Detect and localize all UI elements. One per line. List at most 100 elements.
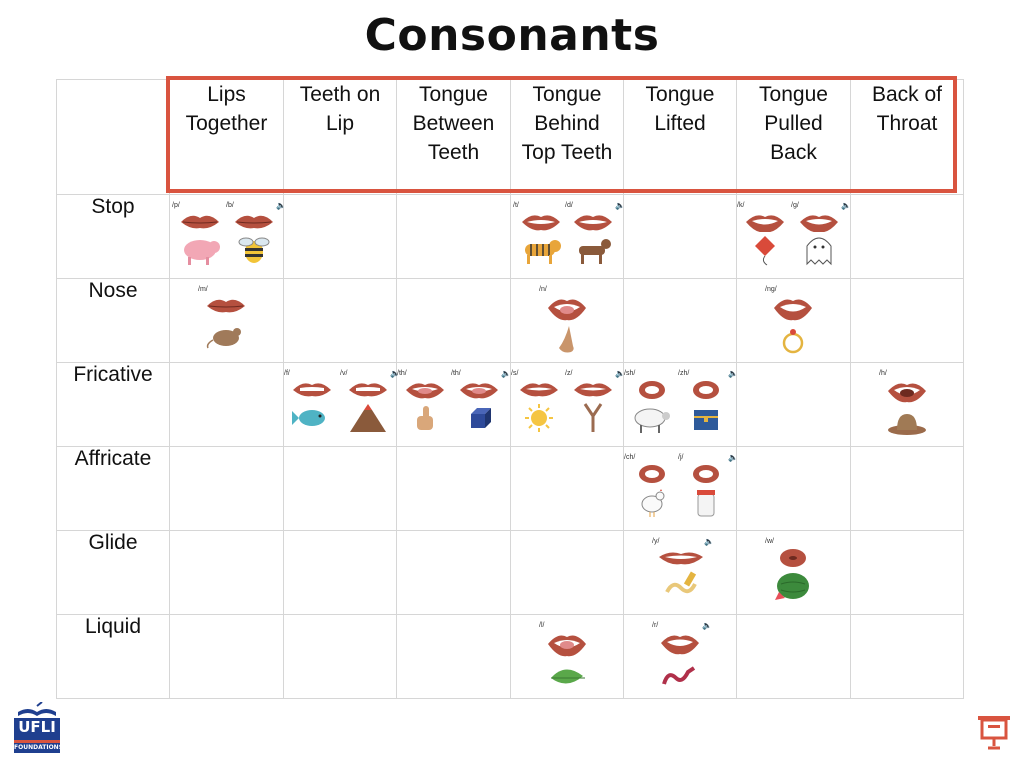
feather-icon	[471, 408, 491, 428]
phoneme-card[interactable]: /y/ 🔈	[652, 537, 714, 602]
phoneme-card[interactable]: /p/	[172, 202, 222, 266]
sheep-icon	[634, 408, 670, 433]
cell-stop-lifted	[623, 194, 737, 279]
cell-nose-throat	[850, 278, 964, 363]
presentation-icon[interactable]	[976, 712, 1012, 752]
open-lips-icon	[548, 635, 586, 657]
phoneme-card[interactable]: /k/	[737, 202, 787, 266]
tongue-between-teeth-icon	[406, 383, 444, 399]
fish-icon	[292, 410, 325, 426]
rounded-lips-icon	[693, 381, 719, 399]
phoneme-card[interactable]: /t/	[513, 202, 563, 266]
speaker-icon[interactable]: 🔈	[728, 453, 738, 462]
open-lips-icon	[774, 299, 812, 321]
book-icon	[14, 701, 60, 753]
wide-smile-lips-icon	[659, 552, 703, 565]
speaker-icon[interactable]: 🔈	[702, 621, 712, 630]
phoneme-card[interactable]: /m/	[198, 286, 248, 350]
phoneme-card[interactable]: /sh/	[624, 370, 674, 434]
cell-fric-teeth: /f/ /v/ 🔈	[283, 362, 400, 447]
consonant-chart: Lips Together Teeth on Lip Tongue Between Te…	[56, 79, 964, 699]
teeth-on-lip-icon	[293, 383, 331, 397]
logo-subtext: FOUNDATIONS	[14, 744, 64, 751]
cell-glide-lips	[169, 530, 284, 615]
tongue-between-teeth-icon	[460, 383, 498, 399]
speaker-icon[interactable]: 🔈	[276, 201, 286, 210]
cell-fric-throat: /h/	[850, 362, 964, 447]
cell-aff-lips	[169, 446, 284, 531]
phoneme-card[interactable]: /h/	[879, 370, 929, 438]
phoneme-card[interactable]: /ng/	[765, 286, 815, 356]
row-label-liquid: Liquid	[56, 614, 170, 699]
col-header-back-of-throat: Back of Throat	[850, 79, 964, 195]
phoneme-card[interactable]: /w/	[765, 538, 815, 602]
speaker-icon[interactable]: 🔈	[728, 369, 738, 378]
cell-aff-between	[396, 446, 511, 531]
rope-icon	[662, 666, 696, 685]
phoneme-card[interactable]: /g/ 🔈	[791, 201, 851, 266]
closed-lips-icon	[181, 215, 219, 229]
phoneme-card[interactable]: /v/ 🔈	[340, 369, 400, 434]
cell-stop-teeth	[283, 194, 397, 279]
jar-icon	[697, 490, 715, 517]
rounded-lips-icon	[639, 381, 665, 399]
cell-stop-between	[396, 194, 511, 279]
teeth-on-lip-icon	[349, 383, 387, 397]
cell-glide-between	[396, 530, 511, 615]
thumb-icon	[417, 406, 433, 430]
cell-liq-throat	[850, 614, 964, 699]
sun-icon	[525, 404, 553, 432]
phoneme-card[interactable]: /zh/ 🔈	[678, 369, 738, 434]
chicken-icon	[641, 489, 665, 517]
phoneme-card[interactable]: /s/	[511, 370, 561, 434]
dog-icon	[579, 239, 611, 264]
cell-nose-lifted	[623, 278, 737, 363]
phoneme-card[interactable]: /b/ 🔈	[226, 201, 286, 266]
cell-liq-between	[396, 614, 511, 699]
col-header-tongue-between-teeth: Tongue Between Teeth	[396, 79, 511, 195]
open-lips-icon	[574, 383, 612, 397]
cell-glide-throat	[850, 530, 964, 615]
speaker-icon[interactable]: 🔈	[390, 369, 400, 378]
kite-icon	[755, 236, 775, 266]
rounded-lips-icon	[693, 465, 719, 483]
cell-liq-lips	[169, 614, 284, 699]
watermelon-icon	[775, 573, 809, 600]
cell-nose-behind: /n/	[510, 278, 624, 363]
phoneme-card[interactable]: /r/ 🔈	[652, 621, 712, 690]
zipper-icon	[583, 403, 603, 432]
phoneme-card[interactable]: /f/	[284, 370, 334, 434]
phoneme-card[interactable]: /th/ 🔈	[451, 369, 511, 434]
row-label-nose: Nose	[56, 278, 170, 363]
speaker-icon[interactable]: 🔈	[841, 201, 851, 210]
cell-fric-lifted: /sh/ /zh/ 🔈	[623, 362, 738, 447]
cell-glide-behind	[510, 530, 624, 615]
phoneme-card[interactable]: /ch/	[624, 454, 674, 518]
phoneme-card[interactable]: /d/ 🔈	[565, 201, 625, 266]
closed-lips-icon	[235, 215, 273, 229]
phoneme-card[interactable]: /l/	[539, 622, 589, 692]
speaker-icon[interactable]: 🔈	[615, 369, 625, 378]
row-label-glide: Glide	[56, 530, 170, 615]
speaker-icon[interactable]: 🔈	[704, 537, 714, 546]
phoneme-card[interactable]: /j/ 🔈	[678, 453, 738, 518]
phoneme-card[interactable]: /n/	[539, 286, 589, 356]
phoneme-card[interactable]: /z/ 🔈	[565, 369, 625, 434]
phoneme-card[interactable]: /th/	[397, 370, 447, 434]
nose-icon	[559, 326, 574, 353]
cell-liq-back	[736, 614, 851, 699]
cell-glide-teeth	[283, 530, 397, 615]
cell-liq-behind: /l/	[510, 614, 624, 699]
hat-icon	[888, 414, 926, 435]
cell-aff-throat	[850, 446, 964, 531]
col-header-tongue-behind-top-teeth: Tongue Behind Top Teeth	[510, 79, 624, 195]
ring-icon	[782, 329, 804, 354]
cell-liq-teeth	[283, 614, 397, 699]
treasure-chest-icon	[694, 410, 718, 430]
cell-stop-throat	[850, 194, 964, 279]
cell-fric-back	[736, 362, 851, 447]
speaker-icon[interactable]: 🔈	[615, 201, 625, 210]
speaker-icon[interactable]: 🔈	[501, 369, 511, 378]
open-lips-icon	[661, 635, 699, 655]
open-lips-icon	[548, 299, 586, 321]
